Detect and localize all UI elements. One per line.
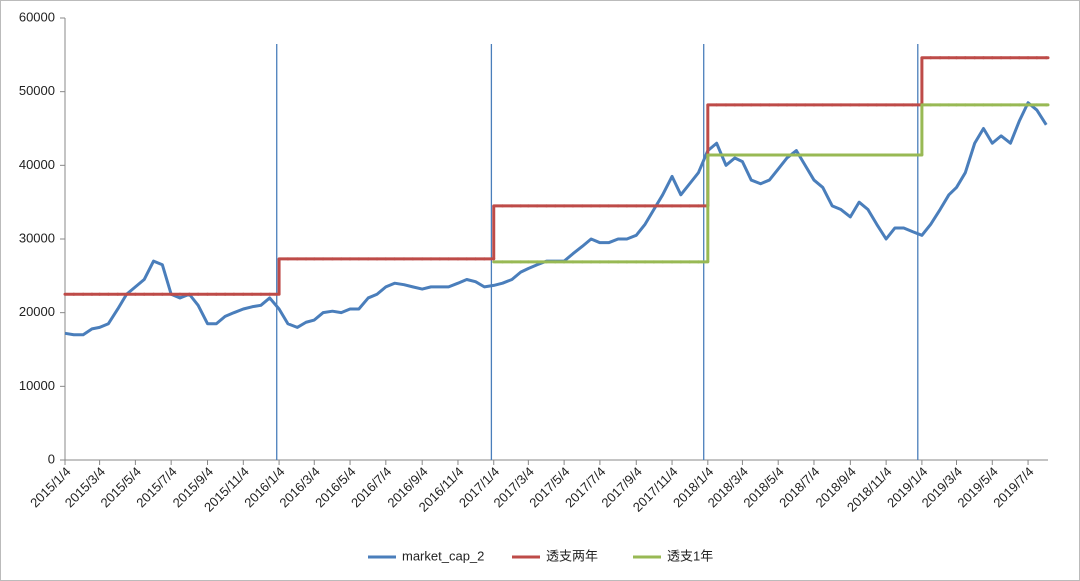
y-tick-label: 40000 [19, 157, 55, 172]
y-tick-label: 50000 [19, 83, 55, 98]
y-tick-label: 60000 [19, 9, 55, 24]
legend-label: market_cap_2 [402, 548, 484, 563]
legend-label: 透支1年 [667, 548, 713, 563]
y-tick-label: 20000 [19, 304, 55, 319]
y-tick-label: 0 [48, 451, 55, 466]
y-tick-label: 10000 [19, 378, 55, 393]
legend-label: 透支两年 [546, 548, 598, 563]
y-tick-label: 30000 [19, 230, 55, 245]
